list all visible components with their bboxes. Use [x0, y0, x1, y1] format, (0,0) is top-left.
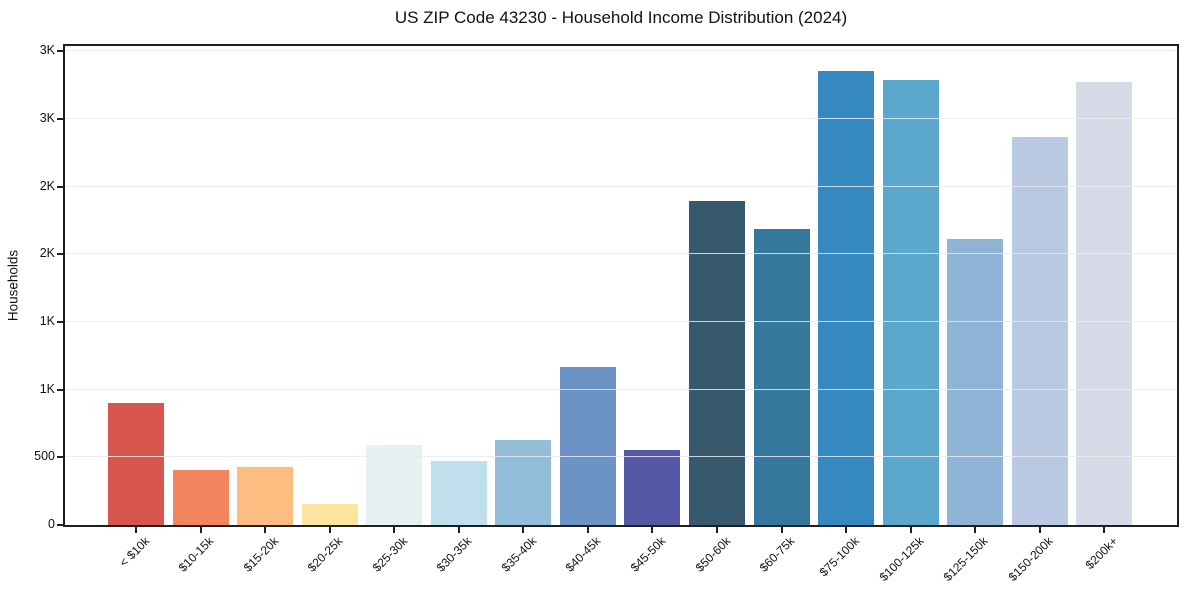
bar-30-35k	[430, 461, 487, 525]
x-tick-label: $40-45k	[563, 534, 604, 575]
x-tick-mark	[1103, 527, 1106, 533]
gridline	[65, 388, 1177, 390]
x-tick-mark	[393, 527, 396, 533]
bar-100-125k	[882, 79, 939, 525]
bar-35-40k	[495, 439, 552, 525]
gridline	[65, 118, 1177, 119]
y-tick-label: 0	[48, 517, 55, 531]
gridline	[65, 185, 1177, 187]
chart-title: US ZIP Code 43230 - Household Income Dis…	[394, 8, 848, 27]
gridline	[65, 321, 1177, 322]
gridline	[65, 253, 1177, 255]
bar-60-75k	[753, 228, 810, 525]
x-tick-mark	[715, 527, 718, 533]
x-tick-label: $10-15k	[175, 534, 217, 575]
x-tick-mark	[909, 527, 912, 533]
x-tick-mark	[135, 527, 137, 533]
x-tick-mark	[974, 527, 977, 533]
bar-15-20k	[237, 466, 294, 525]
x-tick-mark	[586, 527, 589, 533]
x-tick-label: $60-75k	[756, 534, 798, 575]
x-tick-mark	[522, 527, 525, 533]
bar-20-25k	[301, 504, 358, 525]
x-tick-mark	[845, 527, 847, 533]
x-tick-label: $200k+	[1082, 534, 1121, 572]
y-tick-label: 3K	[39, 111, 55, 125]
bar-10k	[108, 403, 164, 525]
x-tick-label: $50-60k	[692, 534, 733, 575]
x-tick-label: $35-40k	[498, 534, 540, 575]
bar-50-60k	[688, 200, 745, 525]
x-tick-label: $20-25k	[304, 534, 346, 575]
gridlines-layer	[65, 46, 1177, 525]
x-tick-label: $150-200k	[1005, 534, 1056, 585]
x-tick-label: $100-125k	[876, 534, 927, 585]
bars-layer	[65, 46, 1177, 525]
x-tick-label: $30-35k	[434, 534, 475, 575]
plot-area	[63, 44, 1179, 527]
bar-150-200k	[1011, 136, 1068, 525]
y-tick-label: 1K	[39, 381, 55, 396]
y-axis-title: Households	[5, 249, 21, 322]
x-tick-label: $25-30k	[369, 534, 411, 575]
bar-45-50k	[624, 449, 681, 525]
bar-25-30k	[366, 444, 423, 525]
bar-40-45k	[559, 367, 616, 525]
x-tick-label: $75-100k	[816, 534, 862, 580]
x-tick-mark	[328, 527, 331, 533]
x-tick-mark	[1038, 527, 1041, 533]
bar-75-100k	[818, 70, 875, 525]
x-tick-label: $45-50k	[627, 534, 669, 575]
gridline	[65, 50, 1177, 52]
x-tick-mark	[264, 527, 267, 533]
gridline	[65, 456, 1177, 458]
x-tick-mark	[457, 527, 460, 533]
bar-125-150k	[947, 239, 1004, 525]
x-tick-label: $125-150k	[940, 534, 991, 585]
x-tick-label: < $10k	[116, 534, 152, 570]
x-tick-label: $15-20k	[240, 534, 281, 575]
y-tick-label: 3K	[39, 43, 55, 58]
y-tick-label: 2K	[39, 178, 55, 193]
bar-200k	[1076, 81, 1133, 525]
y-tick-label: 500	[34, 449, 55, 464]
x-tick-mark	[651, 527, 654, 533]
x-tick-mark	[199, 527, 202, 533]
x-tick-mark	[780, 527, 783, 533]
bar-10-15k	[172, 470, 229, 525]
